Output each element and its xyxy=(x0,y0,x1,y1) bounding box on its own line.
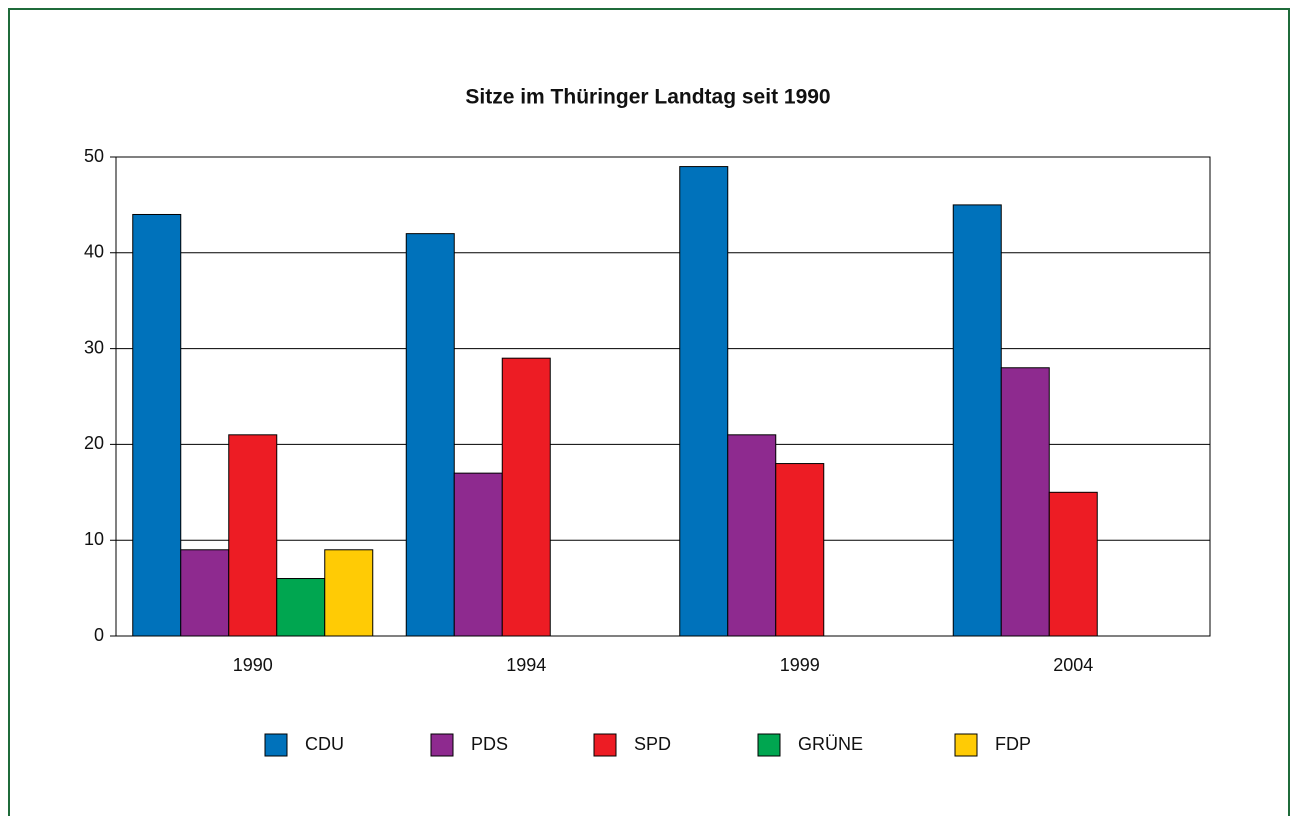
bar xyxy=(679,166,729,637)
bar xyxy=(727,434,777,637)
y-tick-label: 0 xyxy=(94,625,104,645)
frame xyxy=(8,8,1290,816)
y-tick-label: 30 xyxy=(84,337,104,357)
bar xyxy=(228,434,278,637)
x-tick-label: 1994 xyxy=(506,655,546,675)
bar xyxy=(1048,491,1098,637)
legend-swatch xyxy=(264,733,288,757)
legend-label: FDP xyxy=(995,734,1031,754)
y-tick-label: 40 xyxy=(84,242,104,262)
bar xyxy=(132,213,182,637)
legend-label: CDU xyxy=(305,734,344,754)
bar xyxy=(775,463,825,637)
x-tick-label: 1990 xyxy=(233,655,273,675)
bar xyxy=(180,549,230,637)
legend-swatch xyxy=(954,733,978,757)
x-tick-label: 1999 xyxy=(780,655,820,675)
bar xyxy=(952,204,1002,637)
legend-label: PDS xyxy=(471,734,508,754)
y-tick-label: 10 xyxy=(84,529,104,549)
x-tick-label: 2004 xyxy=(1053,655,1093,675)
bar xyxy=(405,233,455,637)
legend-label: GRÜNE xyxy=(798,734,863,754)
bar xyxy=(1000,367,1050,637)
legend-swatch xyxy=(757,733,781,757)
y-tick-label: 50 xyxy=(84,146,104,166)
bar xyxy=(276,578,326,637)
bar xyxy=(453,472,503,637)
bar xyxy=(501,357,551,637)
legend-swatch xyxy=(593,733,617,757)
chart-title: Sitze im Thüringer Landtag seit 1990 xyxy=(465,86,830,109)
bar xyxy=(324,549,374,637)
legend-swatch xyxy=(430,733,454,757)
legend-label: SPD xyxy=(634,734,671,754)
y-tick-label: 20 xyxy=(84,433,104,453)
